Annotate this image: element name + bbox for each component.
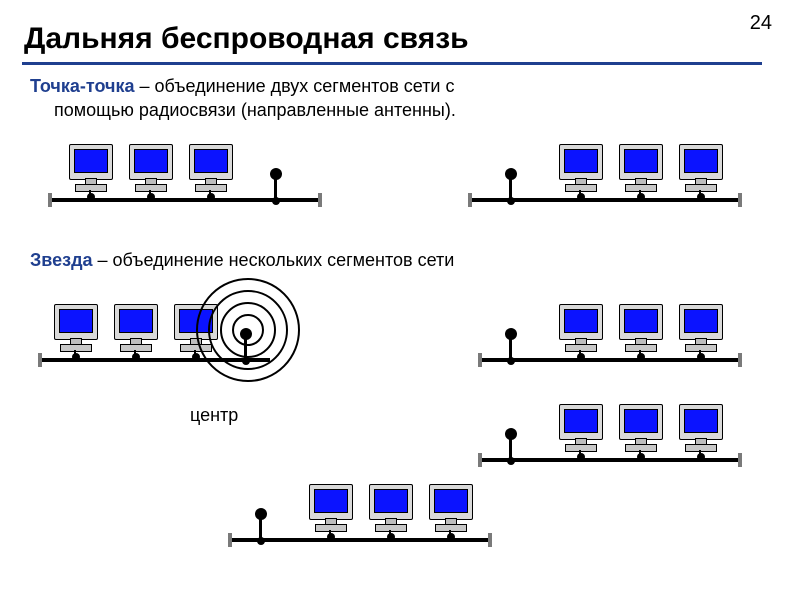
network-segment <box>50 140 320 202</box>
network-segment <box>480 400 740 462</box>
network-segment <box>480 300 740 362</box>
p2p-text-1: – объединение двух сегментов сети с <box>134 76 454 96</box>
computer-icon <box>50 304 100 358</box>
terminator-icon <box>738 193 752 207</box>
terminator-icon <box>28 353 42 367</box>
page-number: 24 <box>750 12 772 35</box>
antenna-icon <box>255 508 267 542</box>
computer-icon <box>110 304 160 358</box>
terminator-icon <box>318 193 332 207</box>
terminator-icon <box>468 353 482 367</box>
p2p-term: Точка-точка <box>30 76 134 96</box>
terminator-icon <box>38 193 52 207</box>
computer-icon <box>305 484 355 538</box>
computer-icon <box>65 144 115 198</box>
slide-title: Дальняя беспроводная связь <box>24 22 469 56</box>
p2p-text-2: помощью радиосвязи (направленные антенны… <box>30 98 456 122</box>
slide: 24 Дальняя беспроводная связь Точка-точк… <box>0 0 800 600</box>
star-paragraph: Звезда – объединение нескольких сегменто… <box>30 250 770 271</box>
computer-icon <box>615 144 665 198</box>
computer-icon <box>615 304 665 358</box>
star-text: – объединение нескольких сегментов сети <box>93 250 455 270</box>
p2p-paragraph: Точка-точка – объединение двух сегментов… <box>30 74 770 123</box>
terminator-icon <box>738 353 752 367</box>
terminator-icon <box>488 533 502 547</box>
computer-icon <box>555 144 605 198</box>
computer-icon <box>185 144 235 198</box>
terminator-icon <box>468 453 482 467</box>
antenna-icon <box>505 168 517 202</box>
antenna-icon <box>505 328 517 362</box>
antenna-icon <box>270 168 282 202</box>
computer-icon <box>365 484 415 538</box>
antenna-icon <box>505 428 517 462</box>
radio-wave-ring <box>196 278 300 382</box>
computer-icon <box>555 404 605 458</box>
computer-icon <box>675 144 725 198</box>
terminator-icon <box>738 453 752 467</box>
network-segment <box>40 300 270 362</box>
computer-icon <box>675 304 725 358</box>
terminator-icon <box>218 533 232 547</box>
star-term: Звезда <box>30 250 93 270</box>
computer-icon <box>615 404 665 458</box>
network-segment <box>230 480 490 542</box>
network-segment <box>470 140 740 202</box>
center-label: центр <box>190 405 238 426</box>
terminator-icon <box>458 193 472 207</box>
computer-icon <box>425 484 475 538</box>
title-underline <box>22 62 762 65</box>
computer-icon <box>125 144 175 198</box>
computer-icon <box>675 404 725 458</box>
computer-icon <box>555 304 605 358</box>
